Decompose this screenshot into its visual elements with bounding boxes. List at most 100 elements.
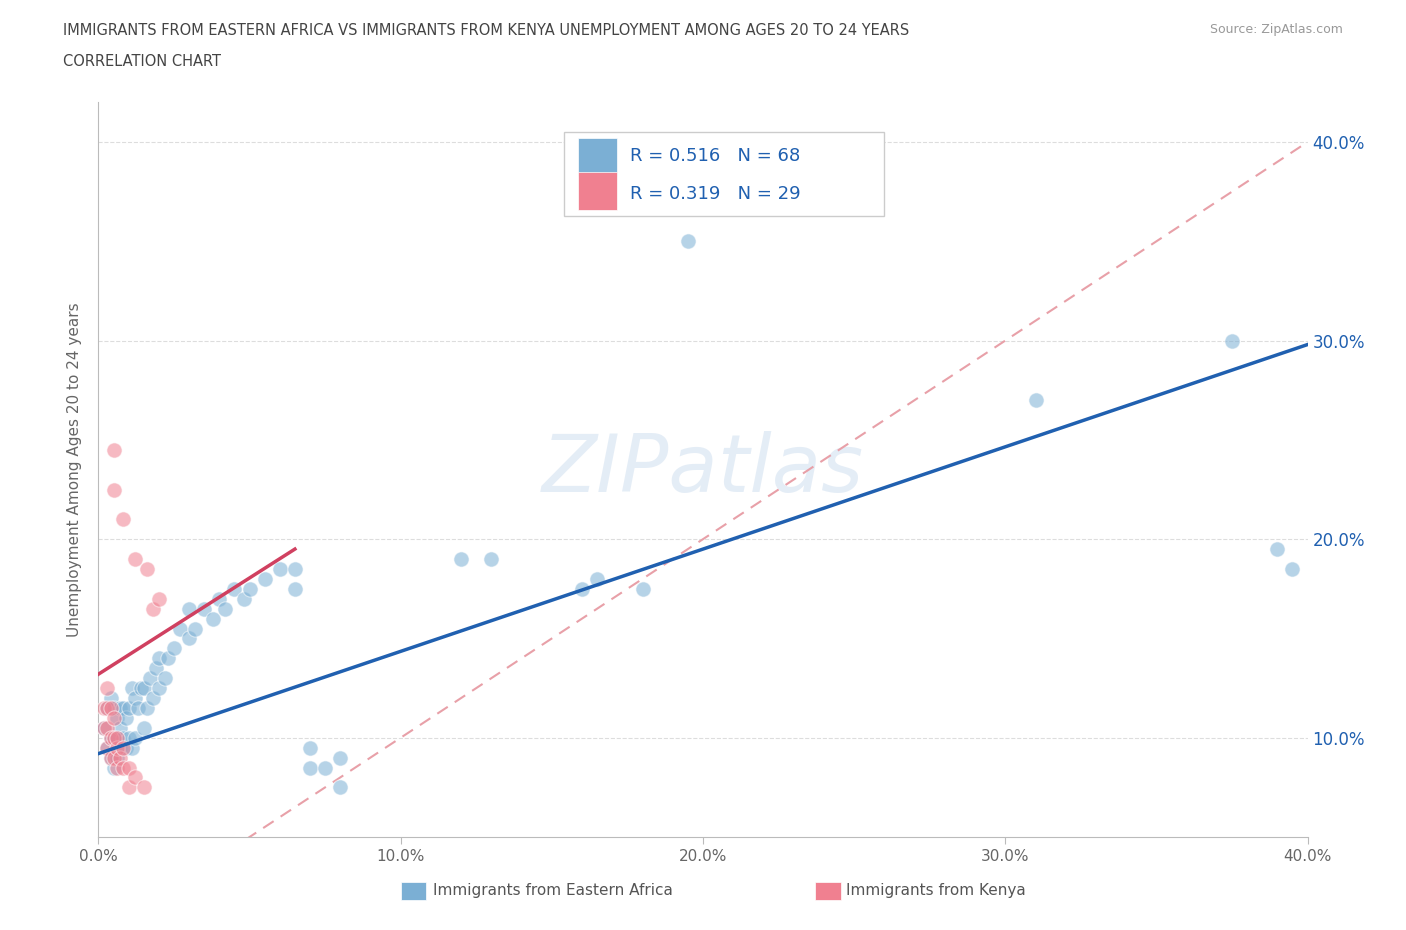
Point bbox=[105, 760, 128, 775]
Point bbox=[142, 601, 165, 616]
Point bbox=[100, 730, 122, 745]
Point bbox=[96, 721, 118, 736]
Point bbox=[108, 700, 131, 715]
Point bbox=[96, 740, 118, 755]
Point bbox=[118, 780, 141, 795]
Point bbox=[93, 721, 115, 736]
Point bbox=[96, 681, 118, 696]
Point bbox=[105, 711, 128, 725]
Point bbox=[132, 780, 155, 795]
FancyBboxPatch shape bbox=[578, 138, 617, 176]
Point bbox=[118, 730, 141, 745]
Point bbox=[114, 711, 136, 725]
Point bbox=[103, 730, 125, 745]
Point bbox=[100, 691, 122, 706]
Point bbox=[93, 700, 115, 715]
Point bbox=[284, 581, 307, 596]
Point bbox=[108, 751, 131, 765]
Text: R = 0.516   N = 68: R = 0.516 N = 68 bbox=[630, 147, 800, 165]
Point bbox=[148, 681, 170, 696]
Point bbox=[105, 740, 128, 755]
Point bbox=[124, 730, 146, 745]
Point bbox=[108, 740, 131, 755]
Point bbox=[148, 651, 170, 666]
Point bbox=[124, 691, 146, 706]
Point bbox=[239, 581, 262, 596]
Point bbox=[108, 721, 131, 736]
Point bbox=[132, 721, 155, 736]
Point bbox=[114, 740, 136, 755]
Point bbox=[129, 681, 152, 696]
Point bbox=[105, 730, 128, 745]
Point bbox=[103, 760, 125, 775]
Point bbox=[124, 551, 146, 566]
Point bbox=[232, 591, 254, 606]
Text: Immigrants from Kenya: Immigrants from Kenya bbox=[846, 884, 1026, 898]
Text: CORRELATION CHART: CORRELATION CHART bbox=[63, 54, 221, 69]
Text: IMMIGRANTS FROM EASTERN AFRICA VS IMMIGRANTS FROM KENYA UNEMPLOYMENT AMONG AGES : IMMIGRANTS FROM EASTERN AFRICA VS IMMIGR… bbox=[63, 23, 910, 38]
Point bbox=[121, 740, 143, 755]
Point bbox=[179, 601, 201, 616]
Point bbox=[156, 651, 179, 666]
Point bbox=[132, 681, 155, 696]
Text: Source: ZipAtlas.com: Source: ZipAtlas.com bbox=[1209, 23, 1343, 36]
Point bbox=[111, 760, 134, 775]
Point bbox=[329, 780, 352, 795]
Point bbox=[329, 751, 352, 765]
Point bbox=[1024, 392, 1046, 407]
Point bbox=[224, 581, 246, 596]
Point bbox=[148, 591, 170, 606]
Point bbox=[111, 740, 134, 755]
Point bbox=[96, 740, 118, 755]
Point bbox=[299, 740, 322, 755]
Point bbox=[135, 700, 157, 715]
Point bbox=[1220, 333, 1243, 348]
Point bbox=[127, 700, 149, 715]
Point bbox=[299, 760, 322, 775]
Point bbox=[96, 700, 118, 715]
Point bbox=[103, 711, 125, 725]
Point bbox=[100, 700, 122, 715]
Point bbox=[103, 700, 125, 715]
Point bbox=[208, 591, 231, 606]
Point bbox=[153, 671, 176, 685]
Point bbox=[100, 730, 122, 745]
FancyBboxPatch shape bbox=[564, 132, 884, 216]
Text: R = 0.319   N = 29: R = 0.319 N = 29 bbox=[630, 185, 801, 203]
Point bbox=[105, 751, 128, 765]
Point bbox=[163, 641, 186, 656]
Point bbox=[118, 760, 141, 775]
Y-axis label: Unemployment Among Ages 20 to 24 years: Unemployment Among Ages 20 to 24 years bbox=[67, 302, 83, 637]
Point bbox=[111, 730, 134, 745]
Point bbox=[124, 770, 146, 785]
Point bbox=[586, 571, 609, 586]
Point bbox=[118, 700, 141, 715]
Point bbox=[202, 611, 225, 626]
Point bbox=[253, 571, 276, 586]
Point bbox=[1267, 541, 1289, 556]
FancyBboxPatch shape bbox=[578, 172, 617, 210]
Point bbox=[631, 581, 654, 596]
Point bbox=[105, 730, 128, 745]
Point bbox=[103, 751, 125, 765]
Point bbox=[169, 621, 191, 636]
Point bbox=[145, 661, 167, 676]
Point bbox=[139, 671, 162, 685]
Text: ZIPatlas: ZIPatlas bbox=[541, 431, 865, 509]
Point bbox=[676, 233, 699, 248]
Point bbox=[121, 681, 143, 696]
Point bbox=[314, 760, 336, 775]
Point bbox=[184, 621, 207, 636]
Point bbox=[111, 700, 134, 715]
Point bbox=[103, 443, 125, 458]
Point bbox=[571, 581, 593, 596]
Point bbox=[269, 562, 291, 577]
Point bbox=[193, 601, 215, 616]
Point bbox=[100, 751, 122, 765]
Point bbox=[179, 631, 201, 645]
Point bbox=[142, 691, 165, 706]
Point bbox=[284, 562, 307, 577]
Point bbox=[481, 551, 503, 566]
Point bbox=[96, 700, 118, 715]
Point bbox=[1281, 562, 1303, 577]
